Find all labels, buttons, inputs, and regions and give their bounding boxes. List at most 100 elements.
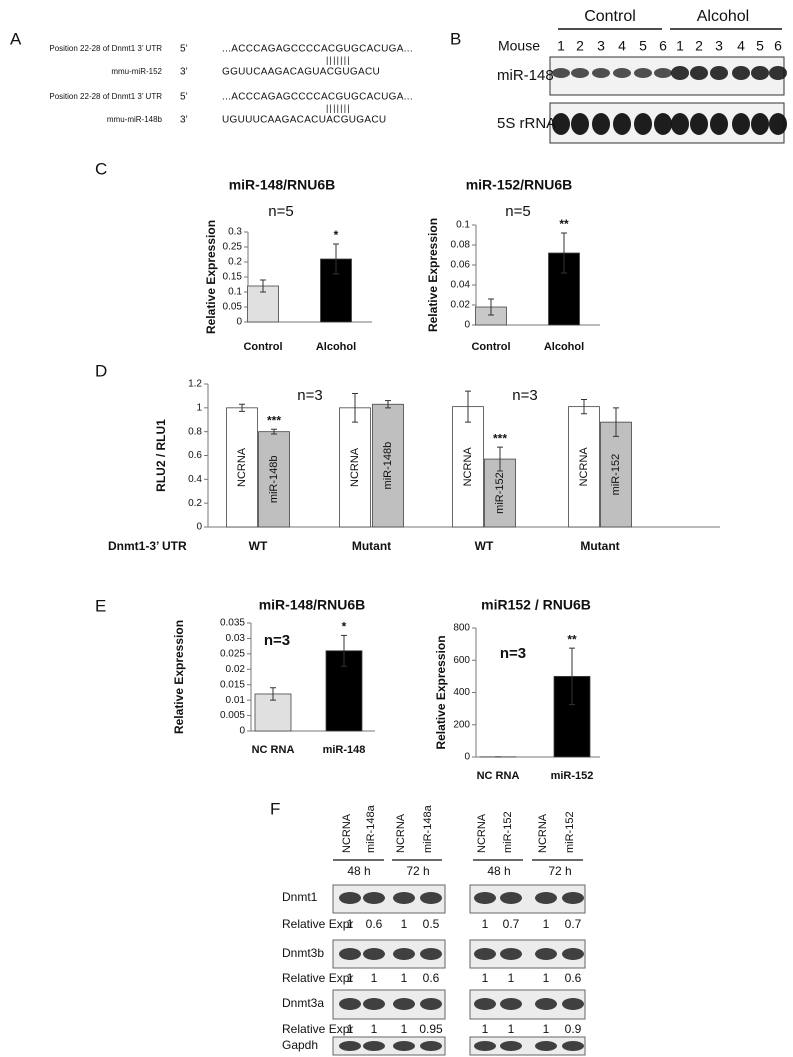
annotation: n=3 xyxy=(500,645,526,662)
relative-expr: 1 xyxy=(508,1022,515,1036)
band xyxy=(420,892,442,904)
band xyxy=(562,892,584,904)
band xyxy=(420,998,442,1010)
relative-expr: 1 xyxy=(401,917,408,931)
band xyxy=(474,998,496,1010)
band xyxy=(710,113,728,135)
band xyxy=(654,68,672,78)
bar xyxy=(568,406,600,528)
x-tick-label: miR-148 xyxy=(323,744,366,756)
y-tick-label: 0.15 xyxy=(223,272,243,283)
sequence: ...ACCCAGAGCCCCACGUGCACUGA... xyxy=(222,44,413,55)
relative-expr: 1 xyxy=(482,971,489,985)
relative-expr: 1 xyxy=(543,971,550,985)
relative-expr: 1 xyxy=(347,971,354,985)
bar-label: NCRNA xyxy=(462,447,474,487)
lane-number: 6 xyxy=(774,38,782,54)
x-tick-label: Control xyxy=(471,341,510,353)
bar-label: NCRNA xyxy=(349,447,361,487)
x-tick-label: miR-152 xyxy=(551,770,594,782)
y-tick-label: 0.25 xyxy=(223,242,243,253)
lane-header: NCRNA xyxy=(476,813,488,853)
blot xyxy=(332,1036,446,1056)
chart-title: miR152 / RNU6B xyxy=(481,597,591,613)
bar-label: miR-152 xyxy=(494,472,506,514)
error-bar xyxy=(352,393,358,423)
expr-label: Relative Expr xyxy=(282,971,353,985)
y-tick-label: 0.02 xyxy=(451,300,471,311)
y-tick-label: 0.015 xyxy=(220,679,245,690)
lane-number: 4 xyxy=(618,38,626,54)
annotation: n=3 xyxy=(297,387,322,404)
strand-end: 3’ xyxy=(180,67,188,78)
error-bar xyxy=(569,647,575,706)
error-bar xyxy=(270,687,276,701)
bar-label: miR-148b xyxy=(382,442,394,490)
y-tick-label: 0.04 xyxy=(451,280,471,291)
y-tick-label: 0.2 xyxy=(228,257,242,268)
strand-end: 5’ xyxy=(180,92,188,103)
band xyxy=(474,948,496,960)
panel-label: A xyxy=(10,29,22,48)
relative-expr: 1 xyxy=(508,971,515,985)
y-tick-label: 0.2 xyxy=(188,498,202,509)
time-label: 48 h xyxy=(347,864,370,878)
blot-row-label: Dnmt1 xyxy=(282,890,318,904)
panel-label: B xyxy=(450,29,461,48)
band xyxy=(654,113,672,135)
y-tick-label: 600 xyxy=(453,655,470,666)
chart-title: miR-148/RNU6B xyxy=(259,597,366,613)
bar xyxy=(339,407,371,528)
relative-expr: 1 xyxy=(482,1022,489,1036)
band xyxy=(393,1041,415,1051)
band xyxy=(500,998,522,1010)
y-tick-label: 800 xyxy=(453,623,470,634)
annotation: n=5 xyxy=(268,203,293,220)
annotation: n=5 xyxy=(505,203,530,220)
significance: *** xyxy=(267,413,281,427)
y-axis-label: Relative Expression xyxy=(426,218,440,332)
band xyxy=(592,68,610,78)
relative-expr: 1 xyxy=(371,971,378,985)
band xyxy=(671,113,689,135)
band xyxy=(535,1041,557,1051)
y-tick-label: 0.08 xyxy=(451,240,471,251)
relative-expr: 0.95 xyxy=(419,1022,443,1036)
y-tick-label: 0.01 xyxy=(226,695,246,706)
lane-header: miR-148a xyxy=(422,804,434,853)
sequence: GGUUCAAGACAGUACGUGACU xyxy=(222,67,380,78)
y-tick-label: 200 xyxy=(453,719,470,730)
bar-label: miR-152 xyxy=(610,454,622,496)
y-axis-label: Relative Expression xyxy=(204,220,218,334)
strand-end: 5’ xyxy=(180,44,188,55)
y-tick-label: 0.3 xyxy=(228,227,242,238)
bar xyxy=(226,407,258,528)
lane-number: 3 xyxy=(715,38,723,54)
band xyxy=(562,948,584,960)
relative-expr: 1 xyxy=(543,917,550,931)
band xyxy=(393,948,415,960)
significance: * xyxy=(342,620,347,634)
time-label: 72 h xyxy=(406,864,429,878)
bar xyxy=(452,406,484,528)
error-bar xyxy=(239,403,245,412)
y-tick-label: 0.4 xyxy=(188,474,202,485)
relative-expr: 0.6 xyxy=(423,971,440,985)
band xyxy=(671,66,689,80)
error-bar xyxy=(333,243,339,275)
chart-title: miR-148/RNU6B xyxy=(229,177,336,193)
y-tick-label: 0.8 xyxy=(188,426,202,437)
band xyxy=(552,68,570,78)
band xyxy=(552,113,570,135)
relative-expr: 1 xyxy=(482,917,489,931)
blot xyxy=(469,1036,586,1056)
time-label: 48 h xyxy=(487,864,510,878)
band xyxy=(393,892,415,904)
error-bar xyxy=(497,446,503,472)
lane-header: miR-148a xyxy=(365,804,377,853)
error-bar xyxy=(581,398,587,415)
bar-label: miR-148b xyxy=(268,455,280,503)
relative-expr: 1 xyxy=(371,1022,378,1036)
blot-row-label: Dnmt3b xyxy=(282,946,324,960)
